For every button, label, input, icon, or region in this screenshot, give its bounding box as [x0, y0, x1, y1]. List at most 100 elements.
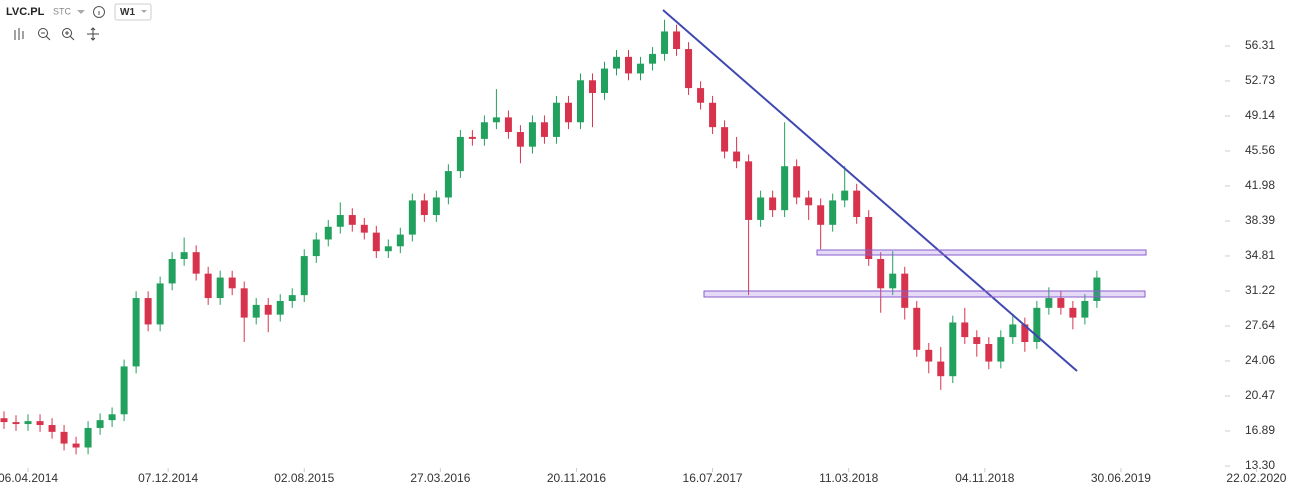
- candle-body: [564, 102, 572, 123]
- x-tick-label: 02.08.2015: [274, 471, 334, 485]
- candle-body: [108, 414, 116, 421]
- y-tick-label: 27.64: [1245, 318, 1275, 332]
- x-tick-label: 27.03.2016: [410, 471, 470, 485]
- candle-body: [264, 304, 272, 315]
- candle-body: [300, 256, 308, 296]
- y-tick-label: 41.98: [1245, 178, 1275, 192]
- interval-select[interactable]: [114, 3, 152, 21]
- candle-body: [408, 200, 416, 235]
- y-tick-label: 52.73: [1245, 73, 1275, 87]
- candle-body: [504, 117, 512, 133]
- candle-body: [673, 31, 681, 50]
- candle-body: [1093, 277, 1101, 301]
- candle-body: [769, 197, 777, 211]
- candle-body: [384, 246, 392, 252]
- candle-body: [745, 161, 753, 220]
- candle-body: [985, 343, 993, 362]
- candle-body: [600, 68, 608, 93]
- candle-body: [324, 226, 332, 240]
- y-tick-label: 24.06: [1245, 353, 1275, 367]
- candle-body: [24, 421, 32, 425]
- x-tick-label: 16.07.2017: [683, 471, 743, 485]
- candle-body: [781, 166, 789, 211]
- pan-icon[interactable]: [87, 27, 99, 41]
- candle-body: [1069, 307, 1077, 318]
- candle-body: [817, 205, 825, 225]
- kind-dropdown[interactable]: [77, 10, 85, 14]
- candle-body: [925, 349, 933, 362]
- candle-body: [937, 361, 945, 377]
- candle-body: [420, 200, 428, 216]
- candle-body: [1009, 324, 1017, 338]
- candle-body: [216, 277, 224, 299]
- candle-body: [733, 151, 741, 162]
- candle-body: [709, 102, 717, 128]
- interval: W1: [120, 7, 135, 18]
- candle-body: [757, 197, 765, 220]
- y-tick-label: 38.39: [1245, 213, 1275, 227]
- candle-body: [637, 63, 645, 74]
- candle-body: [96, 420, 104, 428]
- candle-body: [480, 122, 488, 139]
- candle-body: [36, 421, 44, 426]
- candle-body: [949, 322, 957, 377]
- candle-body: [288, 295, 296, 301]
- candle-body: [829, 200, 837, 225]
- candle-body: [120, 366, 128, 415]
- x-tick-label: 30.06.2019: [1091, 471, 1151, 485]
- candle-body: [877, 259, 885, 289]
- x-tick-label: 22.02.2020: [1226, 471, 1286, 485]
- candle-body: [697, 88, 705, 103]
- x-tick-label: 20.11.2016: [547, 471, 606, 485]
- chart-type-icon[interactable]: [14, 28, 24, 40]
- candle-body: [72, 443, 80, 448]
- candle-body: [588, 80, 596, 93]
- support-zone[interactable]: [703, 290, 1146, 298]
- candle-body: [1057, 298, 1065, 308]
- candle-body: [889, 273, 897, 289]
- candle-body: [192, 252, 200, 274]
- candle-body: [168, 259, 176, 284]
- candle-body: [348, 215, 356, 225]
- x-tick-label: 11.03.2018: [819, 471, 878, 485]
- candle-body: [913, 307, 921, 350]
- candle-body: [336, 215, 344, 227]
- candle-body: [528, 122, 536, 147]
- trend-line[interactable]: [662, 9, 1078, 372]
- candle-body: [841, 190, 849, 201]
- toolbar-icons: [14, 27, 99, 41]
- candle-body: [240, 288, 248, 318]
- candle-body: [84, 427, 92, 448]
- candle-body: [132, 298, 140, 367]
- candle-body: [204, 273, 212, 299]
- candle-body: [252, 304, 260, 318]
- candle-body: [276, 300, 284, 315]
- candle-body: [1081, 300, 1089, 318]
- zoom-out-icon[interactable]: [38, 28, 48, 38]
- candle-body: [456, 136, 464, 172]
- candle-body: [865, 217, 873, 260]
- info-icon[interactable]: [93, 6, 105, 18]
- candle-body: [516, 132, 524, 147]
- y-tick-label: 49.14: [1245, 108, 1275, 122]
- candle-body: [649, 53, 657, 64]
- candle-body: [1045, 298, 1053, 308]
- candle-body: [156, 283, 164, 325]
- x-tick-label: 04.11.2018: [955, 471, 1014, 485]
- candle-body: [360, 224, 368, 233]
- resistance-zone[interactable]: [816, 249, 1147, 256]
- candle-body: [144, 298, 152, 325]
- candle-body: [492, 117, 500, 123]
- candle-body: [625, 56, 633, 74]
- candle-body: [468, 136, 476, 139]
- candle-body: [1033, 307, 1041, 343]
- instrument-kind[interactable]: STC: [53, 6, 72, 16]
- x-tick-label: 07.12.2014: [138, 471, 198, 485]
- y-tick-label: 45.56: [1245, 143, 1275, 157]
- candle-body: [661, 31, 669, 54]
- y-tick-label: 31.22: [1245, 283, 1275, 297]
- candle-body: [973, 337, 981, 344]
- candle-body: [685, 49, 693, 89]
- zoom-in-icon[interactable]: [62, 28, 72, 38]
